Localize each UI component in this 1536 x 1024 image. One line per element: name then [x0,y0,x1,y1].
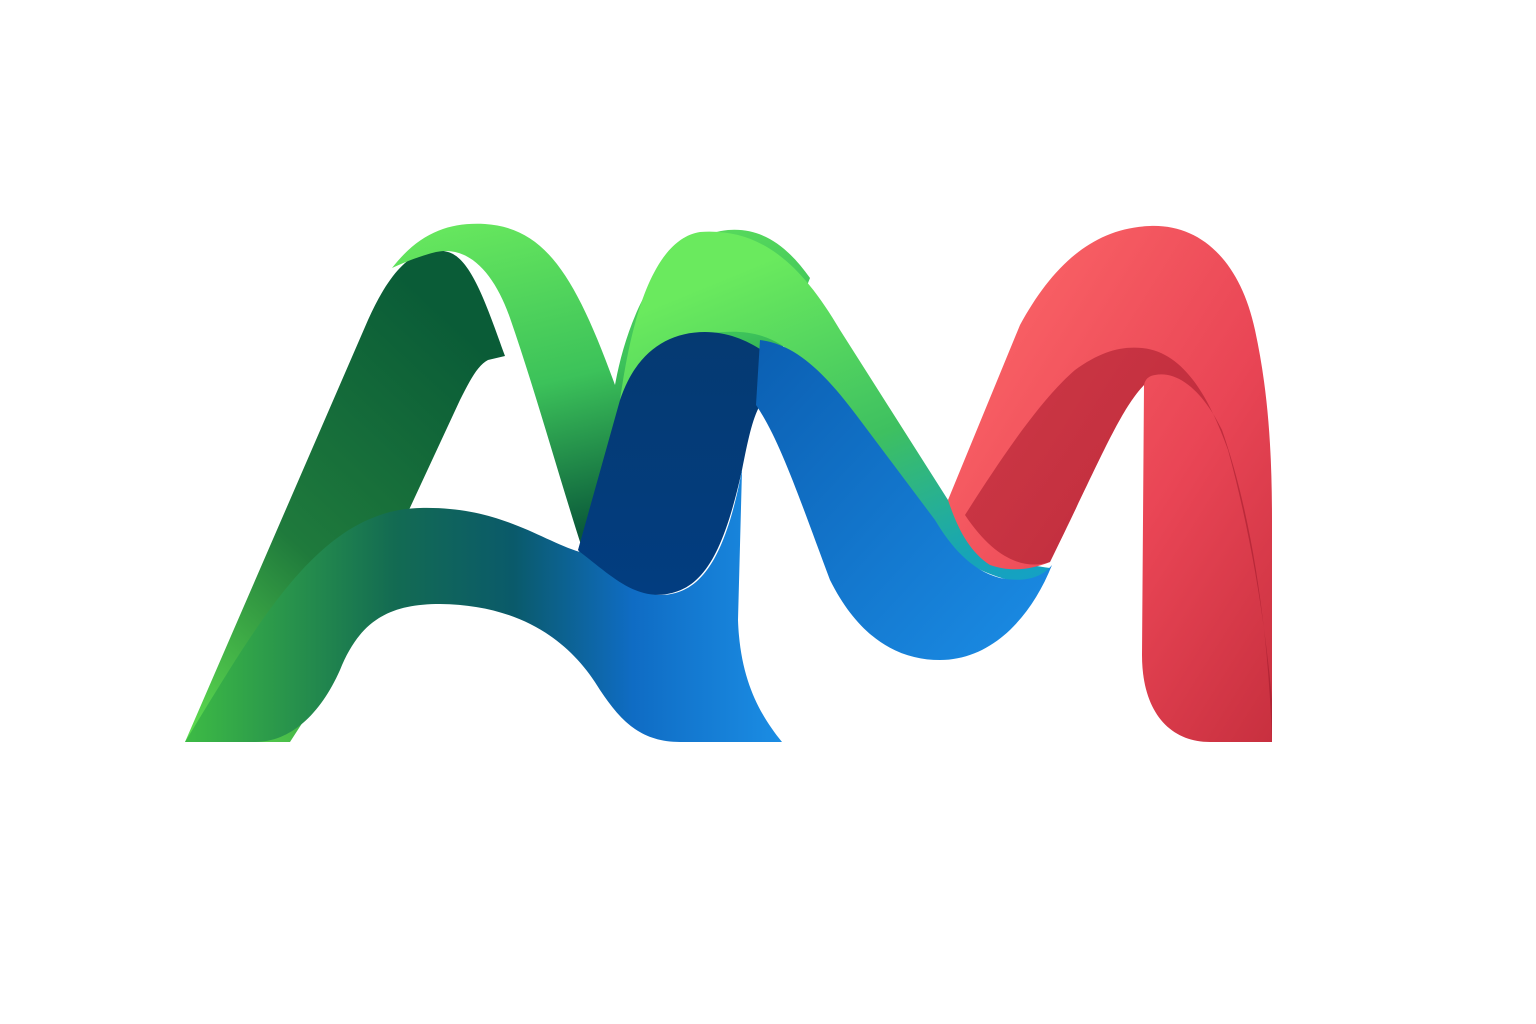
m-green-ribbon [620,231,1050,585]
m-red-fold [965,347,1272,742]
m-blue-ribbon [756,340,1052,660]
a-crossbar-ribbon [185,470,782,742]
m-red-stroke [948,225,1272,743]
m-dark-blue-band [578,332,810,595]
